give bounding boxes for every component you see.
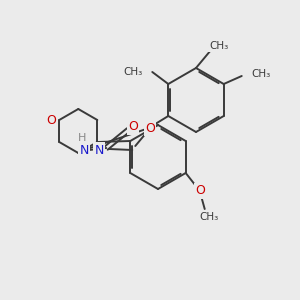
Text: O: O — [128, 121, 138, 134]
Text: N: N — [80, 143, 89, 157]
Text: O: O — [145, 122, 155, 134]
Text: O: O — [195, 184, 205, 197]
Text: N: N — [95, 143, 104, 157]
Text: CH₃: CH₃ — [209, 41, 229, 51]
Text: CH₃: CH₃ — [252, 69, 271, 79]
Text: H: H — [78, 133, 86, 143]
Text: O: O — [46, 113, 56, 127]
Text: CH₃: CH₃ — [123, 67, 142, 77]
Text: CH₃: CH₃ — [199, 212, 218, 222]
